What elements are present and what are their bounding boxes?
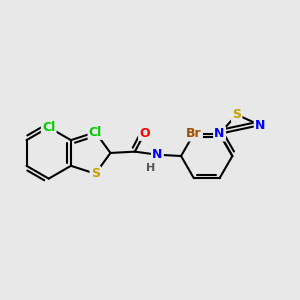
Text: N: N — [214, 127, 225, 140]
Text: Br: Br — [186, 127, 202, 140]
Text: Cl: Cl — [89, 126, 102, 139]
Text: N: N — [255, 118, 265, 132]
Text: S: S — [232, 108, 241, 121]
Text: H: H — [146, 163, 155, 173]
Text: Cl: Cl — [42, 121, 56, 134]
Text: S: S — [91, 167, 100, 180]
Text: O: O — [139, 127, 150, 140]
Text: N: N — [152, 148, 163, 161]
